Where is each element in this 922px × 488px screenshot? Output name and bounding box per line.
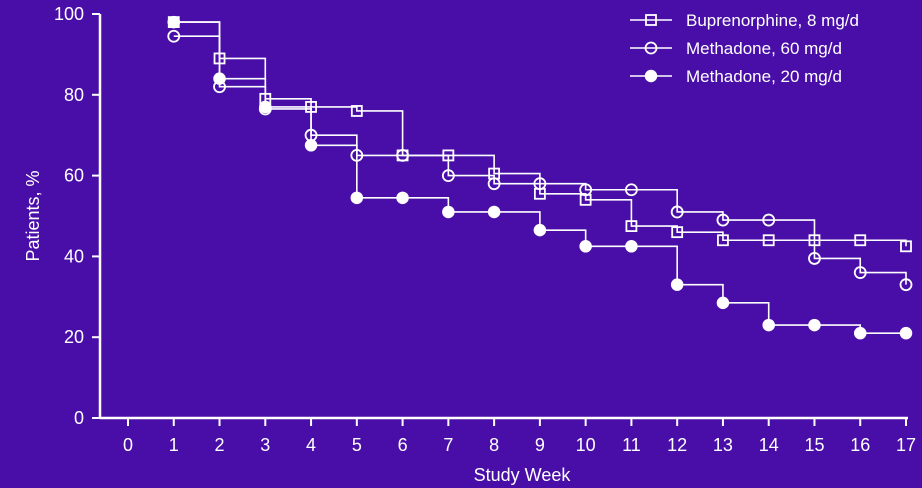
data-point-series-1 (396, 148, 409, 162)
data-point-series-1 (487, 177, 501, 191)
data-point-series-2 (762, 318, 775, 332)
data-point-series-1 (533, 177, 547, 191)
x-tick-label: 6 (398, 435, 408, 455)
y-tick-label: 40 (64, 246, 84, 266)
axes (98, 14, 908, 420)
x-tick-label: 7 (443, 435, 453, 455)
x-tick-label: 8 (489, 435, 499, 455)
x-tick-label: 15 (804, 435, 824, 455)
data-point-series-1 (350, 148, 364, 162)
data-point-series-2 (396, 191, 409, 205)
legend-marker-2 (644, 69, 658, 83)
data-point-series-0 (717, 234, 729, 247)
data-point-series-2 (442, 205, 455, 219)
data-point-series-1 (625, 183, 638, 197)
data-point-series-0 (854, 234, 867, 247)
data-point-series-1 (670, 205, 684, 219)
data-point-series-2 (213, 72, 226, 85)
data-point-series-0 (762, 234, 775, 247)
plot-lines (173, 21, 907, 334)
y-tick-label: 20 (64, 327, 84, 347)
y-tick-label: 80 (64, 85, 84, 105)
x-ticks: 0 1 2 3 4 5 6 7 8 9 10 11 12 13 14 15 16 17 (123, 418, 916, 455)
legend-label-2: Methadone, 20 mg/d (686, 67, 842, 86)
data-point-series-2 (625, 240, 638, 253)
legend-label-0: Buprenorphine, 8 mg/d (686, 11, 859, 30)
x-tick-label: 17 (896, 435, 916, 455)
x-tick-label: 3 (260, 435, 270, 455)
data-point-series-0 (442, 149, 455, 162)
x-tick-label: 14 (759, 435, 779, 455)
data-point-series-2 (350, 191, 364, 205)
data-point-series-0 (625, 220, 638, 233)
data-point-series-0 (671, 226, 684, 239)
data-point-series-1 (762, 213, 776, 227)
legend-label-1: Methadone, 60 mg/d (686, 39, 842, 58)
data-point-series-0 (900, 240, 912, 253)
y-tick-label: 100 (54, 4, 84, 24)
data-point-series-1 (579, 183, 593, 197)
data-point-series-0 (213, 52, 226, 65)
data-point-series-0 (350, 105, 363, 117)
data-point-series-1 (716, 213, 730, 227)
legend-marker-1 (644, 41, 658, 55)
series-line-1 (173, 35, 907, 285)
data-point-series-2 (808, 318, 821, 332)
plot-markers (167, 15, 913, 340)
x-tick-label: 13 (713, 435, 733, 455)
data-point-series-1 (808, 252, 821, 265)
x-tick-label: 1 (169, 435, 179, 455)
y-tick-label: 0 (74, 408, 84, 428)
series-line-2 (173, 21, 906, 334)
data-point-series-2 (899, 326, 913, 340)
x-axis-title: Study Week (474, 465, 572, 485)
x-tick-label: 5 (352, 435, 362, 455)
data-point-series-1 (853, 266, 867, 279)
data-point-series-2 (853, 326, 867, 340)
data-point-series-2 (670, 278, 684, 291)
data-point-series-2 (259, 100, 272, 114)
x-tick-label: 9 (535, 435, 545, 455)
data-point-series-2 (167, 15, 181, 29)
x-tick-label: 10 (576, 435, 596, 455)
data-point-series-2 (533, 223, 547, 237)
legend: Buprenorphine, 8 mg/d Methadone, 60 mg/d M… (630, 11, 859, 86)
data-point-series-0 (808, 234, 821, 247)
data-point-series-2 (579, 240, 592, 253)
data-point-series-2 (487, 205, 501, 219)
data-point-series-1 (441, 169, 455, 183)
data-point-series-0 (305, 101, 317, 113)
y-ticks: 0 20 40 60 80 100 (54, 4, 100, 428)
legend-marker-0 (645, 14, 657, 26)
x-tick-label: 0 (123, 435, 133, 455)
y-tick-label: 60 (64, 166, 84, 186)
x-tick-label: 2 (215, 435, 225, 455)
x-tick-label: 12 (667, 435, 687, 455)
series-line-0 (173, 21, 907, 247)
data-point-series-2 (716, 296, 730, 310)
data-point-series-2 (304, 139, 318, 152)
x-tick-label: 4 (306, 435, 316, 455)
y-axis-title: Patients, % (23, 170, 43, 261)
data-point-series-1 (167, 29, 181, 43)
x-tick-label: 11 (622, 435, 641, 455)
data-point-series-1 (899, 278, 913, 292)
x-tick-label: 16 (850, 435, 870, 455)
